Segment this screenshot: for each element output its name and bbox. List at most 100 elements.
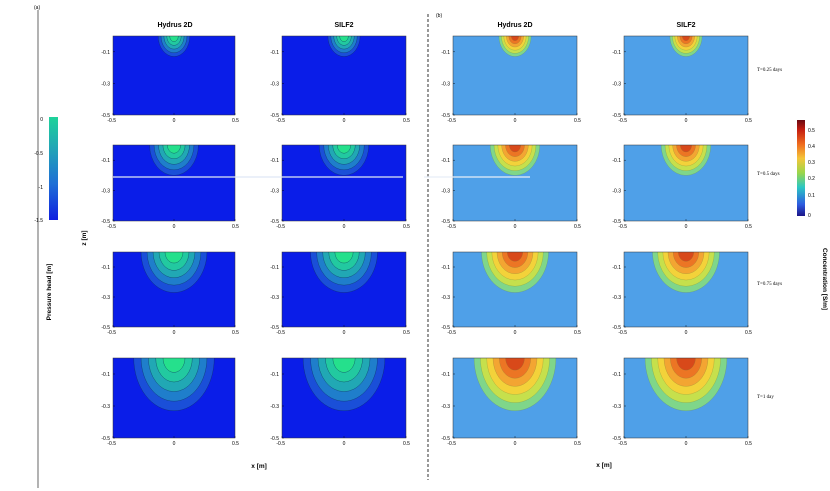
conc-tick-0: 0.5 <box>808 128 815 134</box>
heatmap-panel-r4-c4 <box>624 358 748 438</box>
x-tick-label: 0.5 <box>574 441 581 447</box>
x-tick-label: -0.5 <box>276 330 285 336</box>
z-tick-label: -0.5 <box>612 436 621 442</box>
z-tick-label: -0.3 <box>270 404 279 410</box>
z-tick-label: -0.1 <box>612 50 621 56</box>
z-tick-label: -0.3 <box>612 295 621 301</box>
z-tick-label: -0.5 <box>270 325 279 331</box>
concentration-colorbar <box>797 120 805 216</box>
time-label-2: T=0.5 days <box>757 172 780 177</box>
x-tick-label: -0.5 <box>276 441 285 447</box>
x-tick-label: 0 <box>343 118 346 124</box>
x-tick-label: -0.5 <box>447 441 456 447</box>
pressure-tick-3: -1.5 <box>34 218 43 224</box>
z-tick-label: -0.3 <box>441 295 450 301</box>
x-tick-label: -0.5 <box>107 118 116 124</box>
z-tick-label: -0.5 <box>101 219 110 225</box>
z-tick-label: -0.1 <box>612 265 621 271</box>
heatmap-panel-r3-c1 <box>113 252 235 327</box>
x-tick-label: -0.5 <box>618 441 627 447</box>
x-tick-label: 0 <box>173 224 176 230</box>
x-tick-label: 0 <box>343 330 346 336</box>
heatmap-grid: -0.1-0.3-0.5-0.5 0 0.5-0.1-0.3-0.5-0.5 0 0.5… <box>101 35 752 447</box>
pressure-colorbar <box>49 117 58 220</box>
pressure-tick-1: -0.5 <box>34 151 43 157</box>
x-tick-label: 0 <box>343 224 346 230</box>
x-tick-label: 0.5 <box>232 118 239 124</box>
x-tick-label: 0 <box>514 224 517 230</box>
heatmap-panel-r2-c1 <box>113 145 235 221</box>
z-tick-label: -0.5 <box>101 113 110 119</box>
x-tick-label: 0.5 <box>745 330 752 336</box>
z-tick-label: -0.1 <box>270 50 279 56</box>
z-tick-label: -0.3 <box>270 189 279 195</box>
z-tick-label: -0.3 <box>101 404 110 410</box>
z-tick-label: -0.1 <box>270 372 279 378</box>
z-tick-label: -0.3 <box>612 81 621 87</box>
plume-contour <box>337 145 351 154</box>
x-tick-label: 0 <box>173 441 176 447</box>
z-tick-label: -0.5 <box>441 436 450 442</box>
time-label-1: T=0.25 days <box>757 68 782 73</box>
x-tick-label: -0.5 <box>276 118 285 124</box>
time-label-3: T=0.75 days <box>757 282 782 287</box>
conc-tick-2: 0.3 <box>808 160 815 166</box>
z-tick-label: -0.1 <box>101 158 110 164</box>
col-title-silf2-a: SILF2 <box>334 22 353 29</box>
pressure-tick-2: -1 <box>39 185 44 191</box>
pressure-tick-0: 0 <box>40 117 43 123</box>
plume-contour <box>334 252 354 264</box>
x-tick-label: 0 <box>514 118 517 124</box>
heatmap-panel-r3-c4 <box>624 252 748 327</box>
x-tick-label: -0.5 <box>618 330 627 336</box>
z-tick-label: -0.5 <box>270 436 279 442</box>
z-tick-label: -0.1 <box>612 372 621 378</box>
heatmap-panel-r4-c1 <box>113 358 235 438</box>
x-tick-label: -0.5 <box>447 330 456 336</box>
heatmap-panel-r1-c1 <box>113 36 235 115</box>
x-tick-label: 0.5 <box>403 330 410 336</box>
x-tick-label: -0.5 <box>107 441 116 447</box>
z-tick-label: -0.3 <box>270 81 279 87</box>
col-title-hydrus-a: Hydrus 2D <box>157 22 192 29</box>
z-tick-label: -0.1 <box>441 372 450 378</box>
x-tick-label: 0.5 <box>403 224 410 230</box>
z-tick-label: -0.3 <box>441 81 450 87</box>
x-tick-label: 0 <box>173 118 176 124</box>
z-tick-label: -0.5 <box>441 325 450 331</box>
heatmap-panel-r2-c2 <box>282 145 406 221</box>
col-title-silf2-b: SILF2 <box>676 22 695 29</box>
z-tick-label: -0.3 <box>101 295 110 301</box>
z-tick-label: -0.5 <box>612 325 621 331</box>
conc-tick-4: 0.1 <box>808 193 815 199</box>
z-tick-label: -0.3 <box>101 189 110 195</box>
z-tick-label: -0.3 <box>612 404 621 410</box>
x-tick-label: 0.5 <box>403 118 410 124</box>
x-tick-label: 0.5 <box>232 330 239 336</box>
z-tick-label: -0.1 <box>441 158 450 164</box>
z-tick-label: -0.3 <box>101 81 110 87</box>
z-tick-label: -0.5 <box>270 219 279 225</box>
z-tick-label: -0.5 <box>441 113 450 119</box>
plume-contour <box>169 36 179 42</box>
heatmap-panel-r1-c4 <box>624 36 748 115</box>
plume-contour <box>678 252 694 262</box>
x-tick-label: 0.5 <box>745 118 752 124</box>
x-tick-label: 0.5 <box>403 441 410 447</box>
plume-contour <box>507 252 523 262</box>
x-tick-label: 0 <box>514 330 517 336</box>
x-tick-label: 0.5 <box>574 330 581 336</box>
z-tick-label: -0.1 <box>270 265 279 271</box>
x-tick-label: 0.5 <box>745 224 752 230</box>
x-tick-label: 0 <box>685 118 688 124</box>
panel-a-label: (a) <box>34 5 40 11</box>
z-tick-label: -0.5 <box>101 325 110 331</box>
z-tick-label: -0.1 <box>441 265 450 271</box>
heatmap-panel-r1-c3 <box>453 36 577 115</box>
x-axis-label-a: x [m] <box>251 463 267 470</box>
plume-contour <box>167 145 181 154</box>
z-tick-label: -0.3 <box>441 404 450 410</box>
z-tick-label: -0.1 <box>101 50 110 56</box>
z-tick-label: -0.5 <box>612 113 621 119</box>
